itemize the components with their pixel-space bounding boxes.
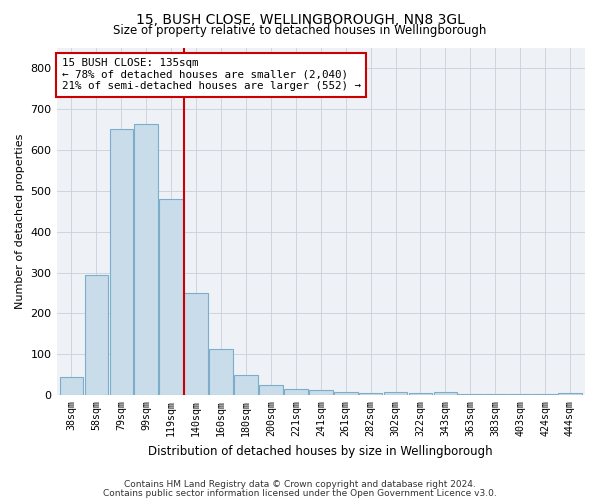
Bar bbox=[184, 293, 208, 396]
Text: Contains public sector information licensed under the Open Government Licence v3: Contains public sector information licen… bbox=[103, 488, 497, 498]
Text: 15, BUSH CLOSE, WELLINGBOROUGH, NN8 3GL: 15, BUSH CLOSE, WELLINGBOROUGH, NN8 3GL bbox=[136, 12, 464, 26]
Text: Contains HM Land Registry data © Crown copyright and database right 2024.: Contains HM Land Registry data © Crown c… bbox=[124, 480, 476, 489]
Bar bbox=[160, 199, 183, 396]
Bar bbox=[558, 394, 582, 396]
Text: Size of property relative to detached houses in Wellingborough: Size of property relative to detached ho… bbox=[113, 24, 487, 37]
Bar bbox=[508, 394, 532, 396]
Bar bbox=[284, 389, 308, 396]
Bar bbox=[384, 392, 407, 396]
Bar bbox=[59, 377, 83, 396]
Bar bbox=[234, 375, 258, 396]
Bar bbox=[458, 394, 482, 396]
Bar bbox=[533, 394, 557, 396]
Bar bbox=[309, 390, 332, 396]
Bar bbox=[85, 276, 108, 396]
Bar bbox=[110, 130, 133, 396]
Bar bbox=[134, 124, 158, 396]
X-axis label: Distribution of detached houses by size in Wellingborough: Distribution of detached houses by size … bbox=[148, 444, 493, 458]
Bar bbox=[484, 394, 507, 396]
Bar bbox=[409, 394, 433, 396]
Text: 15 BUSH CLOSE: 135sqm
← 78% of detached houses are smaller (2,040)
21% of semi-d: 15 BUSH CLOSE: 135sqm ← 78% of detached … bbox=[62, 58, 361, 91]
Bar bbox=[334, 392, 358, 396]
Bar bbox=[359, 394, 382, 396]
Y-axis label: Number of detached properties: Number of detached properties bbox=[15, 134, 25, 309]
Bar bbox=[259, 385, 283, 396]
Bar bbox=[434, 392, 457, 396]
Bar bbox=[209, 350, 233, 396]
